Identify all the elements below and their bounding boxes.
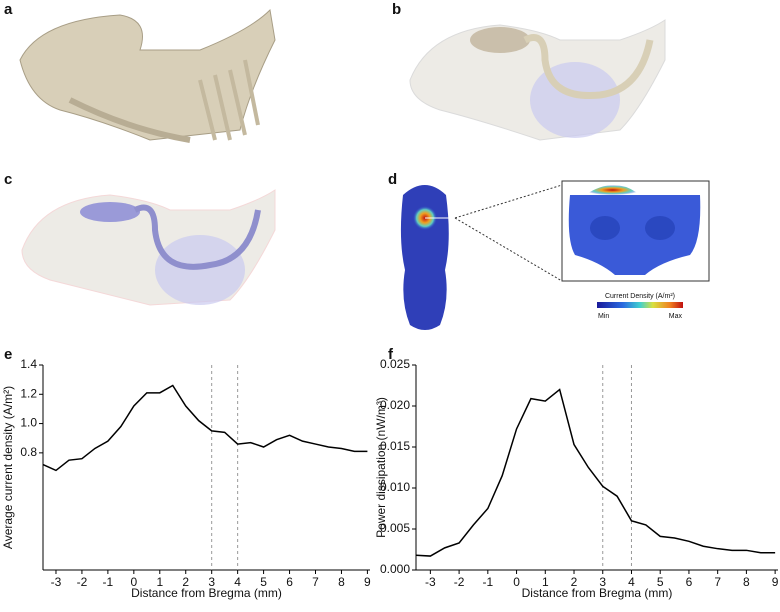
x-tick-label: 8 bbox=[338, 575, 345, 589]
x-axis-label: Distance from Bregma (mm) bbox=[131, 586, 282, 600]
y-tick-label: 0.000 bbox=[380, 562, 410, 576]
x-tick-label: 4 bbox=[234, 575, 241, 589]
x-tick-label: -3 bbox=[51, 575, 62, 589]
x-tick-label: 7 bbox=[714, 575, 721, 589]
y-axis-label: Power dissipation (nW/m³) bbox=[374, 397, 388, 538]
x-tick-label: -3 bbox=[425, 575, 436, 589]
data-line bbox=[415, 388, 776, 557]
x-tick-label: -2 bbox=[77, 575, 88, 589]
x-tick-label: 5 bbox=[260, 575, 267, 589]
skeleton-illustration bbox=[21, 189, 276, 306]
x-tick-label: 7 bbox=[312, 575, 319, 589]
x-tick-label: 0 bbox=[513, 575, 520, 589]
panel-label: c bbox=[4, 171, 12, 188]
x-tick-label: 9 bbox=[772, 575, 779, 589]
panel-label: a bbox=[4, 1, 13, 18]
x-tick-label: 4 bbox=[628, 575, 635, 589]
x-tick-label: 3 bbox=[599, 575, 606, 589]
y-tick-label: 0.005 bbox=[380, 521, 410, 535]
x-tick-label: 9 bbox=[364, 575, 371, 589]
x-tick-label: -1 bbox=[482, 575, 493, 589]
x-tick-label: 1 bbox=[156, 575, 163, 589]
x-tick-label: 8 bbox=[743, 575, 750, 589]
panel-label: e bbox=[4, 346, 12, 363]
x-axis-label: Distance from Bregma (mm) bbox=[522, 586, 673, 600]
colorbar-max: Max bbox=[669, 313, 683, 320]
x-tick-label: -1 bbox=[103, 575, 114, 589]
y-tick-label: 1.4 bbox=[20, 357, 37, 371]
x-tick-label: 2 bbox=[182, 575, 189, 589]
y-tick-label: 0.025 bbox=[380, 357, 410, 371]
y-tick-label: 0.8 bbox=[20, 445, 37, 459]
x-tick-label: 6 bbox=[286, 575, 293, 589]
colorbar-title: Current Density (A/m²) bbox=[605, 293, 675, 300]
y-tick-label: 1.0 bbox=[20, 416, 37, 430]
x-tick-label: 0 bbox=[130, 575, 137, 589]
y-tick-label: 0.020 bbox=[380, 398, 410, 412]
x-tick-label: 1 bbox=[542, 575, 549, 589]
panel-label: d bbox=[388, 171, 397, 188]
panel-label: b bbox=[392, 1, 401, 18]
x-tick-label: 6 bbox=[686, 575, 693, 589]
brain-illustration bbox=[400, 180, 710, 330]
y-tick-label: 1.2 bbox=[20, 386, 37, 400]
x-tick-label: -2 bbox=[454, 575, 465, 589]
y-tick-label: 0.010 bbox=[380, 480, 410, 494]
x-tick-label: 5 bbox=[657, 575, 664, 589]
panel-label: f bbox=[388, 346, 394, 363]
y-axis-label: Average current density (A/m²) bbox=[1, 386, 15, 549]
x-tick-label: 2 bbox=[571, 575, 578, 589]
skeleton-illustration bbox=[409, 19, 666, 141]
skeleton-illustration bbox=[19, 8, 276, 143]
colorbar-min: Min bbox=[598, 313, 609, 320]
x-tick-label: 3 bbox=[208, 575, 215, 589]
data-line bbox=[42, 384, 368, 472]
y-tick-label: 0.015 bbox=[380, 439, 410, 453]
